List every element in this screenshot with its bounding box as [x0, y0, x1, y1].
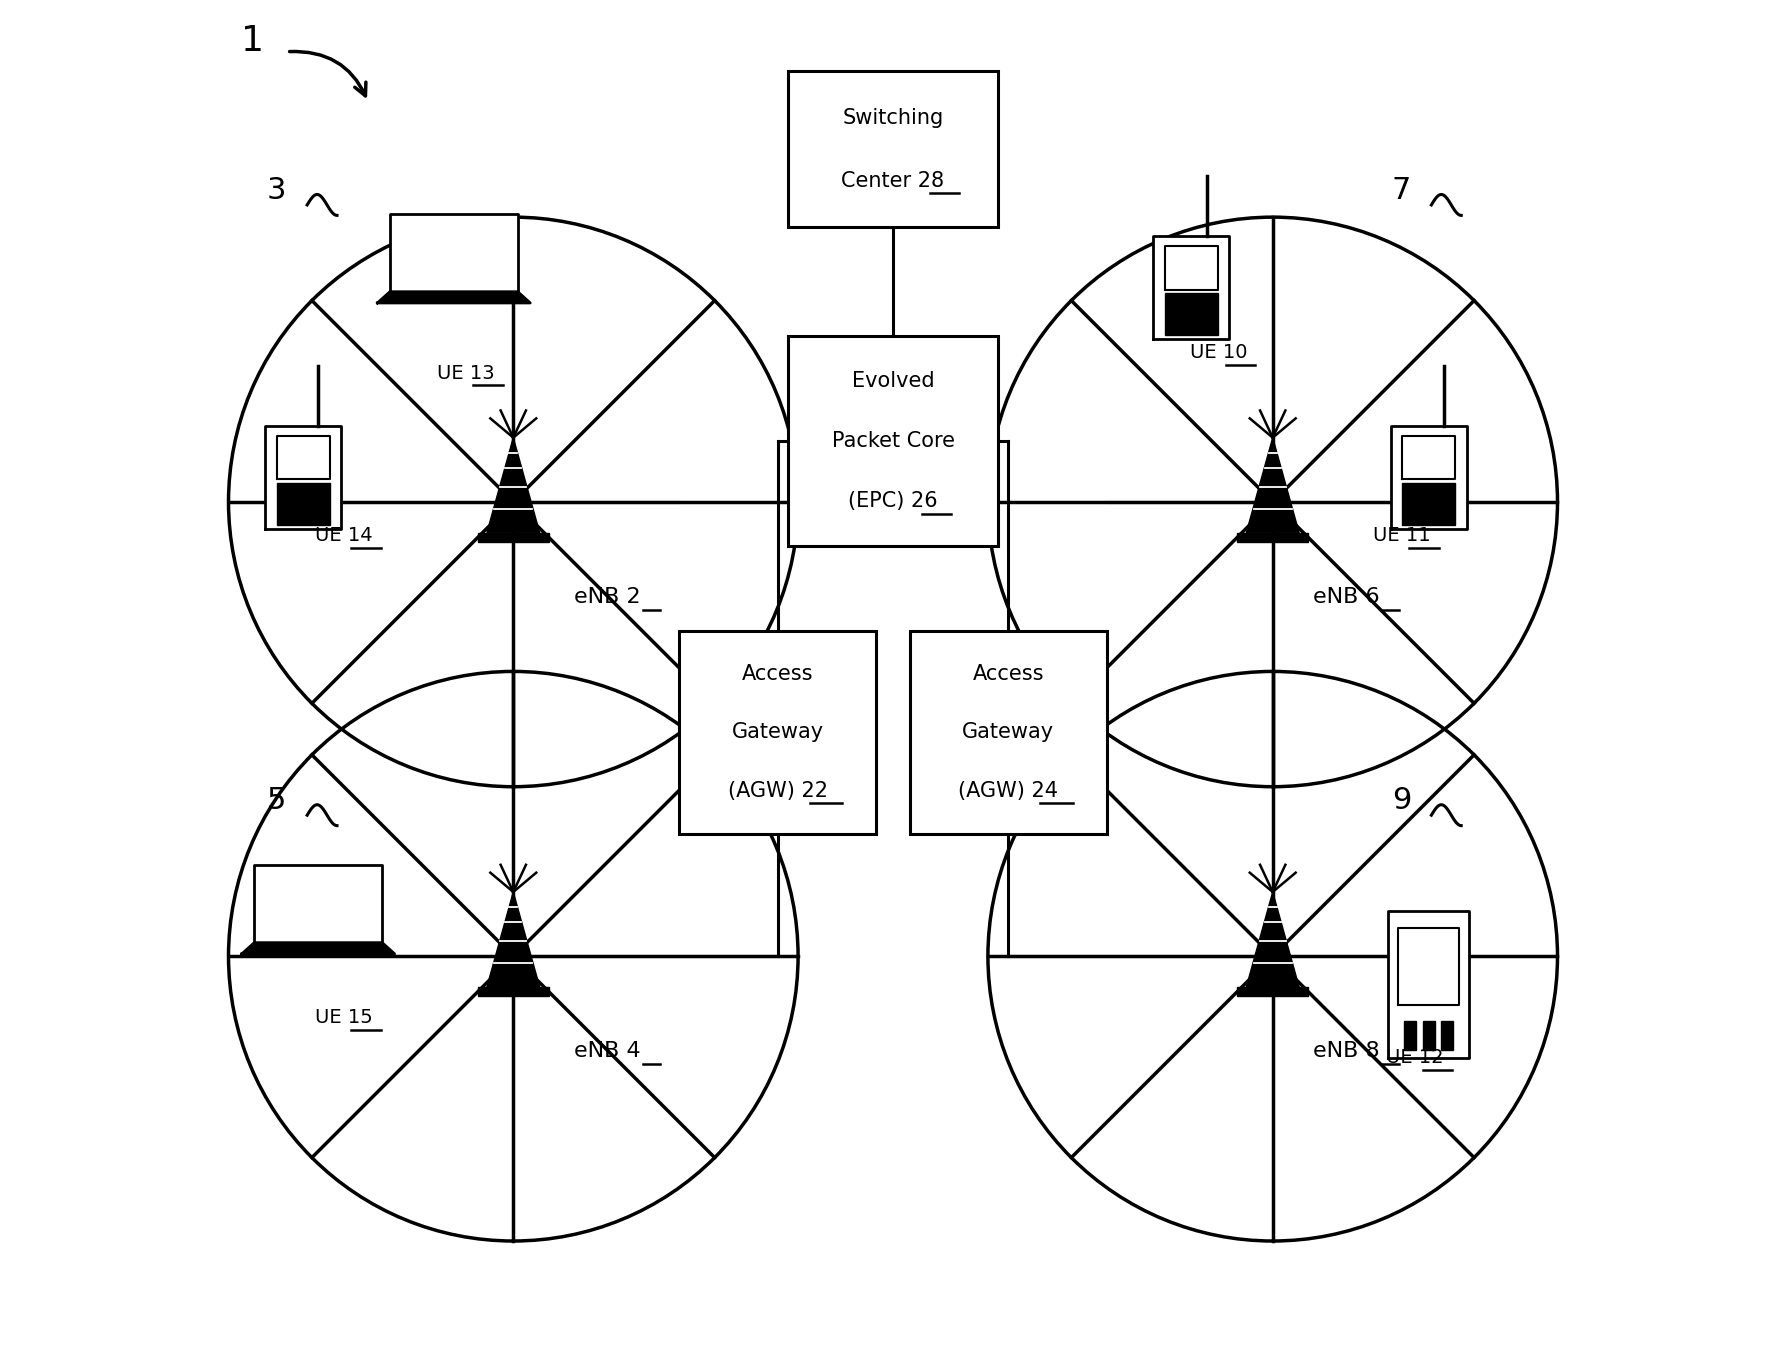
FancyBboxPatch shape: [679, 630, 877, 834]
Text: UE 13: UE 13: [438, 363, 495, 382]
Polygon shape: [241, 943, 395, 954]
Text: Access: Access: [973, 664, 1045, 685]
Text: UE 11: UE 11: [1373, 526, 1431, 545]
Polygon shape: [1388, 911, 1470, 1058]
Text: UE 11: UE 11: [1373, 526, 1431, 545]
Polygon shape: [254, 864, 382, 943]
Text: 9: 9: [1391, 786, 1411, 815]
Text: Center 28: Center 28: [841, 170, 945, 190]
Polygon shape: [277, 484, 330, 525]
Text: Center 28: Center 28: [841, 170, 945, 190]
Text: eNB 6: eNB 6: [1313, 586, 1381, 607]
Polygon shape: [1423, 1021, 1434, 1049]
Text: (AGW) 22: (AGW) 22: [727, 781, 827, 800]
Polygon shape: [1247, 437, 1298, 533]
Text: eNB 2: eNB 2: [575, 586, 641, 607]
Polygon shape: [277, 436, 330, 480]
Polygon shape: [1164, 293, 1218, 336]
Polygon shape: [488, 437, 539, 533]
Polygon shape: [1402, 436, 1456, 480]
Polygon shape: [263, 873, 375, 936]
Polygon shape: [389, 214, 518, 292]
FancyBboxPatch shape: [788, 336, 998, 547]
Text: UE 15: UE 15: [314, 1008, 373, 1026]
FancyArrowPatch shape: [289, 52, 366, 96]
Text: Gateway: Gateway: [963, 722, 1054, 743]
Text: UE 10: UE 10: [1189, 344, 1247, 362]
Text: 7: 7: [1391, 175, 1411, 204]
Text: (EPC) 26: (EPC) 26: [848, 490, 938, 511]
Text: eNB 8: eNB 8: [1313, 1041, 1381, 1062]
Text: 5: 5: [266, 786, 286, 815]
Text: (EPC) 26: (EPC) 26: [848, 490, 938, 511]
Polygon shape: [479, 533, 548, 541]
Polygon shape: [479, 988, 548, 996]
Text: Gateway: Gateway: [732, 722, 823, 743]
Text: (AGW) 22: (AGW) 22: [727, 781, 827, 800]
Text: (AGW) 24: (AGW) 24: [959, 781, 1059, 800]
Text: Access: Access: [741, 664, 813, 685]
Text: Packet Core: Packet Core: [832, 432, 954, 451]
Text: eNB 4: eNB 4: [575, 1041, 641, 1062]
Polygon shape: [396, 221, 511, 284]
Polygon shape: [1238, 533, 1307, 541]
Polygon shape: [377, 292, 530, 303]
Text: Switching: Switching: [843, 108, 943, 129]
Text: 3: 3: [266, 175, 286, 204]
Polygon shape: [1154, 237, 1229, 338]
Text: eNB 4: eNB 4: [575, 1041, 641, 1062]
Text: UE 14: UE 14: [314, 526, 373, 545]
Text: eNB 2: eNB 2: [575, 586, 641, 607]
Polygon shape: [1238, 988, 1307, 996]
Polygon shape: [1247, 892, 1298, 988]
Polygon shape: [488, 892, 539, 988]
Polygon shape: [1164, 245, 1218, 289]
Text: UE 12: UE 12: [1386, 1048, 1443, 1067]
Text: UE 13: UE 13: [438, 363, 495, 382]
Text: UE 10: UE 10: [1189, 344, 1247, 362]
Text: Evolved: Evolved: [852, 371, 934, 390]
Polygon shape: [264, 426, 341, 529]
Polygon shape: [1402, 484, 1456, 525]
Text: UE 15: UE 15: [314, 1008, 373, 1026]
Text: 1: 1: [241, 23, 264, 58]
Polygon shape: [1391, 426, 1466, 529]
Text: UE 12: UE 12: [1386, 1048, 1443, 1067]
Text: eNB 8: eNB 8: [1313, 1041, 1381, 1062]
FancyBboxPatch shape: [909, 630, 1107, 834]
FancyBboxPatch shape: [788, 71, 998, 227]
Text: eNB 6: eNB 6: [1313, 586, 1381, 607]
Polygon shape: [1404, 1021, 1416, 1049]
Text: UE 14: UE 14: [314, 526, 373, 545]
Polygon shape: [1441, 1021, 1454, 1049]
Polygon shape: [1398, 927, 1459, 1006]
Text: (AGW) 24: (AGW) 24: [959, 781, 1059, 800]
